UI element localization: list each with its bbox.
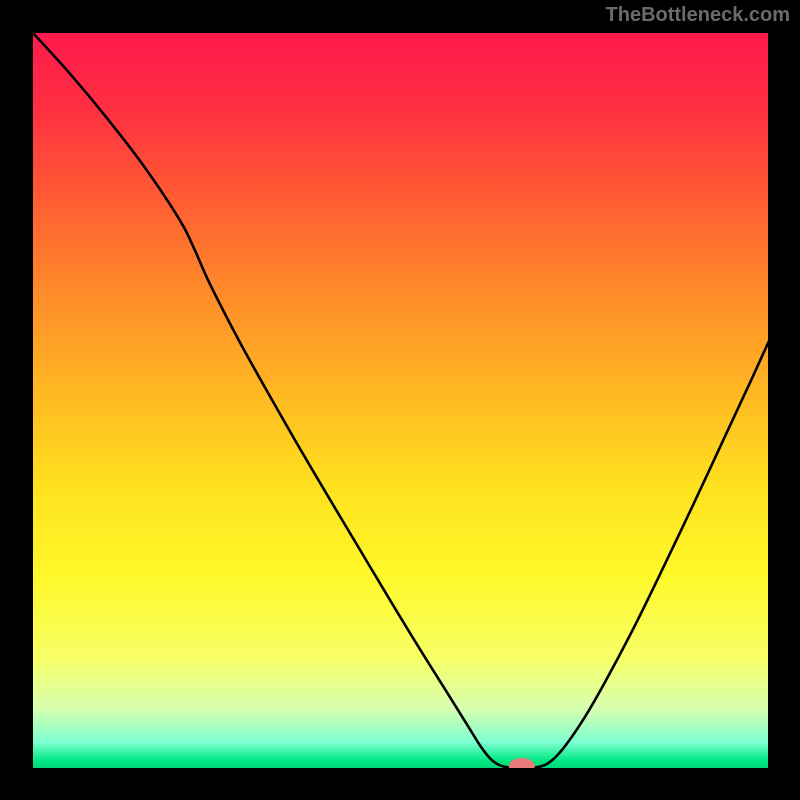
- plot-area: [33, 33, 768, 768]
- watermark-text: TheBottleneck.com: [606, 4, 790, 27]
- chart-container: TheBottleneck.com: [0, 0, 800, 800]
- gradient-background: [33, 33, 768, 768]
- bottleneck-chart: [33, 33, 768, 768]
